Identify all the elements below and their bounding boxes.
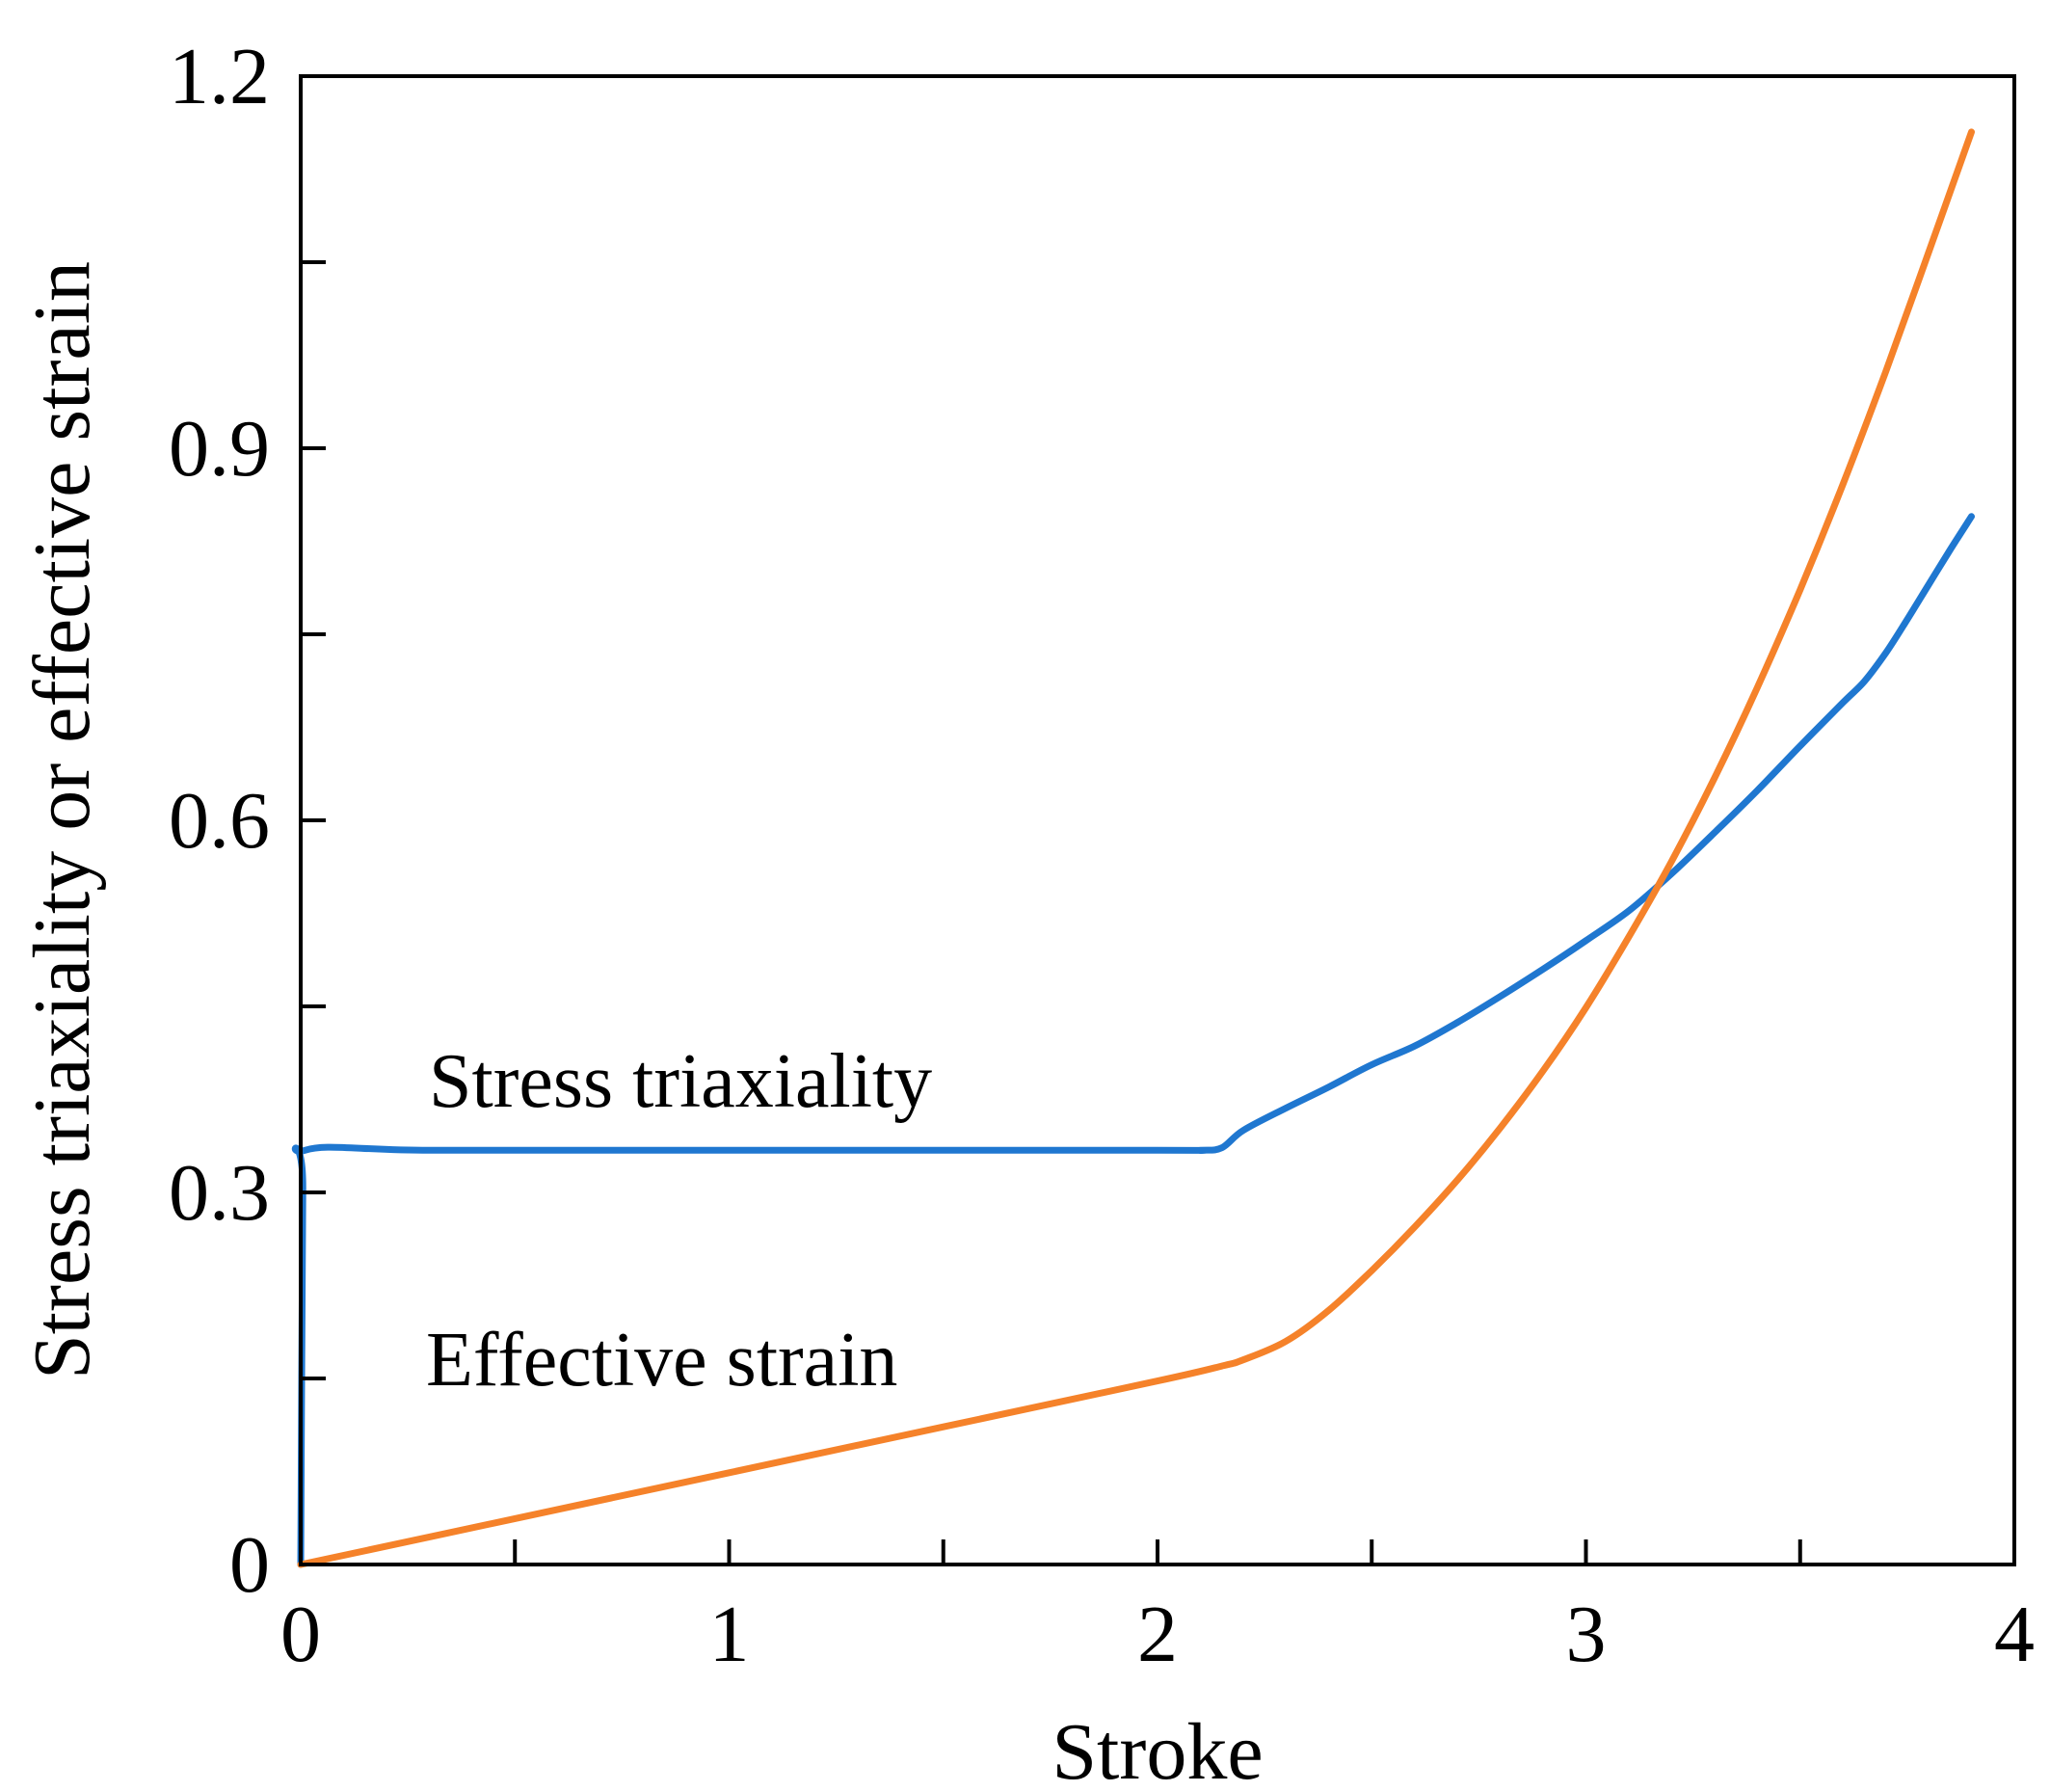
y-tick-label: 0.3 [169, 1148, 270, 1238]
x-tick-label: 1 [709, 1590, 750, 1679]
series-layer [291, 128, 1975, 1568]
y-tick-label: 1.2 [169, 32, 270, 121]
x-tick-label: 0 [280, 1590, 321, 1679]
series-line-stress-triaxiality [291, 513, 1975, 1568]
annotation-effective-strain: Effective strain [426, 1318, 897, 1403]
y-axis-title: Stress triaxiality or effective strain [17, 261, 107, 1379]
x-tick-label: 4 [1994, 1590, 2035, 1679]
y-tick-label: 0.9 [169, 404, 270, 494]
series-line-effective-strain [297, 128, 1975, 1568]
y-tick-label: 0 [229, 1520, 270, 1610]
ticks-layer [301, 260, 1802, 1565]
x-tick-label: 3 [1566, 1590, 1607, 1679]
x-axis-title: Stroke [1052, 1707, 1263, 1792]
tick-labels-layer: 0 1 2 3 4 0 0.3 0.6 0.9 1.2 [169, 32, 2035, 1679]
y-tick-label: 0.6 [169, 776, 270, 866]
x-tick-label: 2 [1137, 1590, 1178, 1679]
annotation-stress-triaxiality: Stress triaxiality [429, 1039, 932, 1124]
